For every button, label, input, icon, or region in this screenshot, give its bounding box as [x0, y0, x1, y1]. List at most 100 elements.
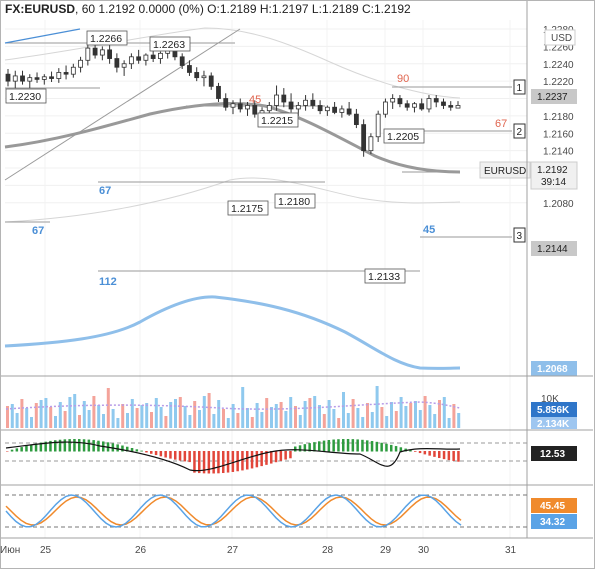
macd-bar [25, 445, 28, 452]
symbol-label: FX:EURUSD [5, 2, 75, 16]
stoch-tag-k: 34.32 [531, 514, 577, 529]
macd-bar [447, 451, 451, 461]
macd-bar [399, 447, 403, 452]
macd-bar [140, 450, 143, 452]
macd-bar [49, 440, 52, 452]
volume-bar [87, 410, 91, 428]
volume-bar [394, 411, 398, 428]
macd-bar [351, 439, 355, 452]
level-label-67-blue-left: 67 [32, 225, 44, 237]
callout-box [86, 30, 128, 46]
callout-box [383, 128, 425, 144]
macd-bar [428, 451, 431, 456]
candle-body [339, 108, 345, 113]
macd-bar [327, 439, 331, 452]
candle-body [383, 101, 388, 115]
volume-tick-10k: 10K [541, 394, 559, 405]
volume-bar [351, 399, 355, 428]
svg-text:39:14: 39:14 [541, 177, 566, 188]
last-price: 1.2192 [98, 2, 135, 16]
level-label-45-blue: 45 [423, 224, 435, 236]
candle-body [237, 103, 243, 110]
candle-body [150, 54, 156, 59]
candle-body [281, 94, 287, 103]
candle-body [223, 98, 229, 108]
volume-bar [169, 402, 173, 428]
svg-text:1.2237: 1.2237 [537, 92, 568, 103]
candle-body [317, 105, 323, 112]
stochastic-panel[interactable] [5, 494, 527, 528]
volume-bar [308, 398, 312, 428]
candle-body [12, 75, 18, 82]
volume-panel[interactable] [5, 386, 461, 428]
macd-bar [92, 440, 95, 452]
svg-text:5.856K: 5.856K [537, 405, 570, 416]
volume-bar [337, 418, 341, 428]
envelope-lower [4, 177, 461, 223]
time-tick: 30 [418, 545, 430, 556]
candlesticks[interactable] [5, 41, 461, 157]
candle-body [158, 52, 163, 59]
svg-text:2: 2 [517, 127, 523, 138]
panel-separators [1, 1, 593, 539]
macd-bar [457, 451, 460, 462]
volume-tag-avg: 2.134K [531, 417, 577, 430]
volume-bar [217, 400, 221, 428]
trend-line-gray [4, 28, 241, 181]
volume-bar [126, 413, 129, 428]
callout-box [364, 268, 406, 284]
macd-signal-line [5, 441, 461, 472]
level-marker-2[interactable]: 2 [513, 123, 526, 139]
volume-bar [135, 408, 139, 428]
volume-bar [25, 408, 29, 428]
macd-bar [121, 445, 124, 452]
macd-bar [82, 439, 86, 452]
volume-bar [385, 416, 389, 428]
macd-bar [246, 451, 249, 470]
time-axis[interactable]: 25 26 27 28 29 30 31 Июн [0, 545, 517, 556]
volume-bar [438, 400, 441, 428]
candle-body [99, 49, 105, 56]
macd-bar [423, 451, 427, 455]
volume-bar [63, 411, 67, 428]
stoch-k-line [5, 494, 462, 528]
volume-bar [375, 386, 379, 428]
level-label-112: 112 [99, 276, 117, 288]
trend-line-blue [4, 28, 81, 44]
macd-bar [385, 443, 388, 452]
callout-box [227, 200, 269, 216]
volume-bar [130, 399, 134, 428]
candle-body [397, 98, 403, 105]
macd-bar [433, 451, 436, 457]
price-tick: 1.2260 [543, 42, 574, 53]
macd-bar [63, 439, 67, 452]
volume-bar [423, 396, 427, 428]
svg-text:2.134K: 2.134K [537, 419, 570, 430]
volume-bar [106, 388, 110, 428]
volume-bar [226, 418, 230, 428]
macd-bar [241, 451, 244, 471]
macd-panel[interactable] [5, 439, 527, 474]
price-callout: 1.2133 [364, 268, 406, 284]
macd-bar [34, 443, 38, 452]
volume-bar [447, 418, 451, 428]
callout-label: 1.2205 [387, 131, 419, 143]
volume-bar [313, 396, 317, 428]
callout-box [274, 193, 316, 209]
volume-bar [346, 413, 350, 428]
volume-bar [140, 405, 144, 428]
level-marker-1[interactable]: 1 [513, 79, 526, 95]
candle-body [266, 105, 272, 112]
level-marker-3[interactable]: 3 [513, 227, 526, 243]
volume-bar [49, 407, 53, 428]
macd-bar [193, 451, 196, 473]
candle-body [368, 136, 374, 152]
macd-bar [78, 439, 81, 452]
volume-bar [380, 407, 384, 428]
svg-text:USD: USD [551, 33, 572, 44]
macd-bar [270, 451, 273, 464]
volume-bar [111, 409, 115, 428]
macd-bar [394, 446, 398, 452]
macd-bar [337, 439, 340, 452]
